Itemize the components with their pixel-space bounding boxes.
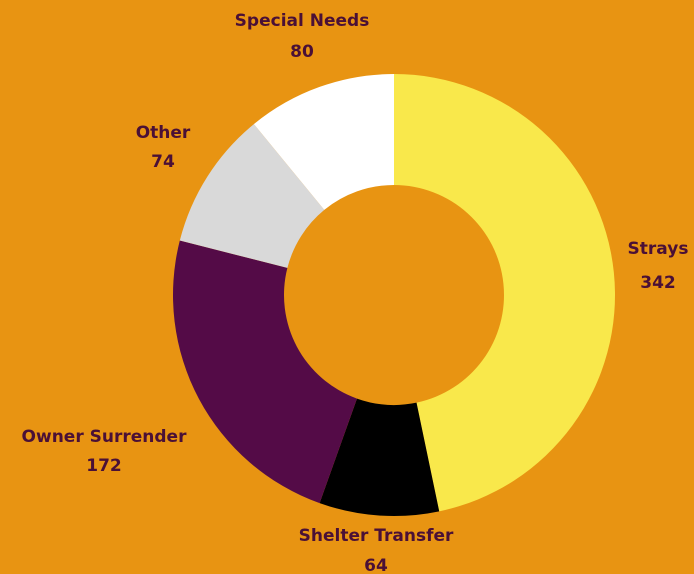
- label-special-needs: Special Needs 80: [235, 11, 370, 62]
- slice-shelter-transfer: [319, 398, 440, 516]
- label-owner-surrender-value: 172: [86, 456, 122, 476]
- label-strays: Strays 342: [628, 239, 689, 293]
- slice-strays: [394, 74, 616, 512]
- donut-slices: [172, 74, 616, 516]
- label-shelter-transfer-name: Shelter Transfer: [299, 526, 454, 546]
- label-owner-surrender: Owner Surrender 172: [22, 427, 188, 476]
- slice-other: [179, 124, 325, 268]
- label-shelter-transfer: Shelter Transfer 64: [299, 526, 454, 574]
- label-other-value: 74: [151, 152, 175, 172]
- label-shelter-transfer-value: 64: [364, 556, 388, 574]
- slice-owner-surrender: [172, 240, 357, 504]
- label-other: Other 74: [136, 123, 191, 172]
- label-special-needs-value: 80: [290, 42, 314, 62]
- label-strays-value: 342: [640, 273, 676, 293]
- label-strays-name: Strays: [628, 239, 689, 259]
- label-special-needs-name: Special Needs: [235, 11, 370, 31]
- label-owner-surrender-name: Owner Surrender: [22, 427, 188, 447]
- label-other-name: Other: [136, 123, 191, 143]
- slice-special-needs: [253, 74, 394, 210]
